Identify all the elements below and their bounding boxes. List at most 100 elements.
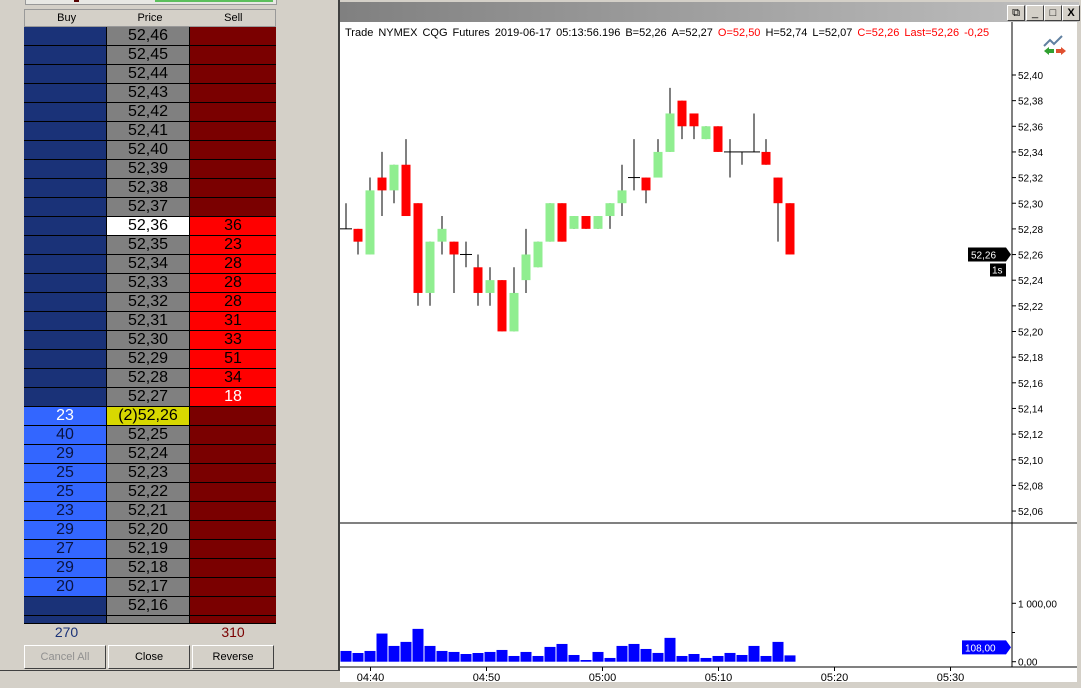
header-sell: Sell: [224, 12, 243, 24]
sell-cell[interactable]: [190, 559, 276, 577]
detach-window-button[interactable]: ⧉: [1007, 5, 1025, 21]
info-feed: CQG: [422, 27, 448, 39]
down-candle: [497, 280, 507, 332]
ladder-row: 29 52,24: [24, 445, 276, 464]
sell-cell[interactable]: [190, 198, 276, 216]
buy-cell[interactable]: [24, 597, 107, 615]
sell-cell[interactable]: [190, 502, 276, 520]
buy-cell[interactable]: [24, 141, 107, 159]
down-candle: [353, 228, 363, 242]
buy-cell[interactable]: [24, 179, 107, 197]
down-candle: [473, 267, 483, 293]
interval-badge: [990, 263, 1006, 277]
time-tick-label: 05:10: [705, 672, 733, 682]
down-candle: [401, 164, 411, 217]
sell-cell[interactable]: [190, 521, 276, 539]
price-tick-label: 52,28: [1018, 225, 1043, 236]
sell-cell[interactable]: [190, 160, 276, 178]
sell-cell[interactable]: [190, 540, 276, 558]
ladder-row: 52,33 28: [24, 274, 276, 293]
up-candle: [533, 241, 543, 268]
volume-tick-label: 0,00: [1018, 658, 1038, 669]
sell-cell[interactable]: 34: [190, 369, 276, 387]
sell-cell[interactable]: [190, 407, 276, 425]
minimize-button[interactable]: _: [1026, 5, 1044, 21]
volume-bar: [640, 648, 652, 662]
sell-cell[interactable]: 23: [190, 236, 276, 254]
buy-cell[interactable]: 20: [24, 578, 107, 596]
sell-cell[interactable]: 36: [190, 217, 276, 235]
buy-cell[interactable]: [24, 198, 107, 216]
buy-cell[interactable]: [24, 388, 107, 406]
sell-cell[interactable]: [190, 426, 276, 444]
sell-cell[interactable]: [190, 122, 276, 140]
volume-bar: [700, 657, 712, 662]
buy-cell[interactable]: [24, 122, 107, 140]
buy-cell[interactable]: [24, 350, 107, 368]
buy-cell[interactable]: 25: [24, 464, 107, 482]
cancel-all-button[interactable]: Cancel All: [24, 645, 106, 669]
close-window-button[interactable]: X: [1062, 5, 1080, 21]
price-cell: 52,29: [107, 350, 190, 368]
sell-cell[interactable]: [190, 27, 276, 45]
ladder-row: 52,40: [24, 141, 276, 160]
buy-cell[interactable]: [24, 27, 107, 45]
buy-cell[interactable]: [24, 46, 107, 64]
sell-cell[interactable]: 33: [190, 331, 276, 349]
sell-cell[interactable]: 18: [190, 388, 276, 406]
price-cell: 52,36: [107, 217, 190, 235]
sell-cell[interactable]: [190, 483, 276, 501]
sell-cell[interactable]: [190, 464, 276, 482]
reverse-button[interactable]: Reverse: [192, 645, 274, 669]
chart-plot-area[interactable]: 52,40 52,38 52,36 52,34 52,32 52,30 52,28 52,26…: [340, 22, 1077, 682]
sell-cell[interactable]: [190, 141, 276, 159]
sell-cell[interactable]: [190, 179, 276, 197]
sell-cell[interactable]: [190, 46, 276, 64]
buy-cell[interactable]: [24, 236, 107, 254]
ladder-row: 52,29 51: [24, 350, 276, 369]
volume-bar: [364, 650, 376, 662]
buy-cell[interactable]: [24, 217, 107, 235]
buy-cell[interactable]: 29: [24, 559, 107, 577]
sell-cell[interactable]: [190, 445, 276, 463]
info-source: Trade: [345, 27, 374, 39]
chart-trade-arrows-icon[interactable]: [1042, 34, 1068, 58]
buy-cell[interactable]: [24, 312, 107, 330]
last-volume-tag-label: 108,00: [965, 643, 996, 654]
buy-cell[interactable]: 23: [24, 407, 107, 425]
buy-cell[interactable]: [24, 160, 107, 178]
chart-title-bar[interactable]: ⧉ _ □ X: [340, 2, 1080, 22]
buy-cell[interactable]: 25: [24, 483, 107, 501]
sell-cell[interactable]: [190, 597, 276, 615]
buy-cell[interactable]: 29: [24, 521, 107, 539]
volume-bar: [556, 643, 568, 662]
buy-cell[interactable]: [24, 84, 107, 102]
sell-cell[interactable]: 28: [190, 274, 276, 292]
buy-cell[interactable]: 27: [24, 540, 107, 558]
volume-bar: [400, 641, 412, 662]
buy-cell[interactable]: [24, 293, 107, 311]
buy-cell[interactable]: [24, 274, 107, 292]
buy-cell[interactable]: [24, 369, 107, 387]
sell-cell[interactable]: [190, 103, 276, 121]
buy-cell[interactable]: [24, 103, 107, 121]
up-candle: [425, 241, 435, 293]
sell-cell[interactable]: 28: [190, 293, 276, 311]
maximize-button[interactable]: □: [1044, 5, 1062, 21]
buy-cell[interactable]: [24, 65, 107, 83]
sell-cell[interactable]: [190, 84, 276, 102]
buy-cell[interactable]: [24, 331, 107, 349]
price-cell: 52,44: [107, 65, 190, 83]
close-position-button[interactable]: Close: [108, 645, 190, 669]
sell-cell[interactable]: 31: [190, 312, 276, 330]
price-cell: 52,16: [107, 597, 190, 615]
info-exchange: NYMEX: [378, 27, 418, 39]
buy-cell[interactable]: 29: [24, 445, 107, 463]
buy-cell[interactable]: 40: [24, 426, 107, 444]
buy-cell[interactable]: 23: [24, 502, 107, 520]
sell-cell[interactable]: 28: [190, 255, 276, 273]
sell-cell[interactable]: [190, 578, 276, 596]
sell-cell[interactable]: 51: [190, 350, 276, 368]
buy-cell[interactable]: [24, 255, 107, 273]
sell-cell[interactable]: [190, 65, 276, 83]
